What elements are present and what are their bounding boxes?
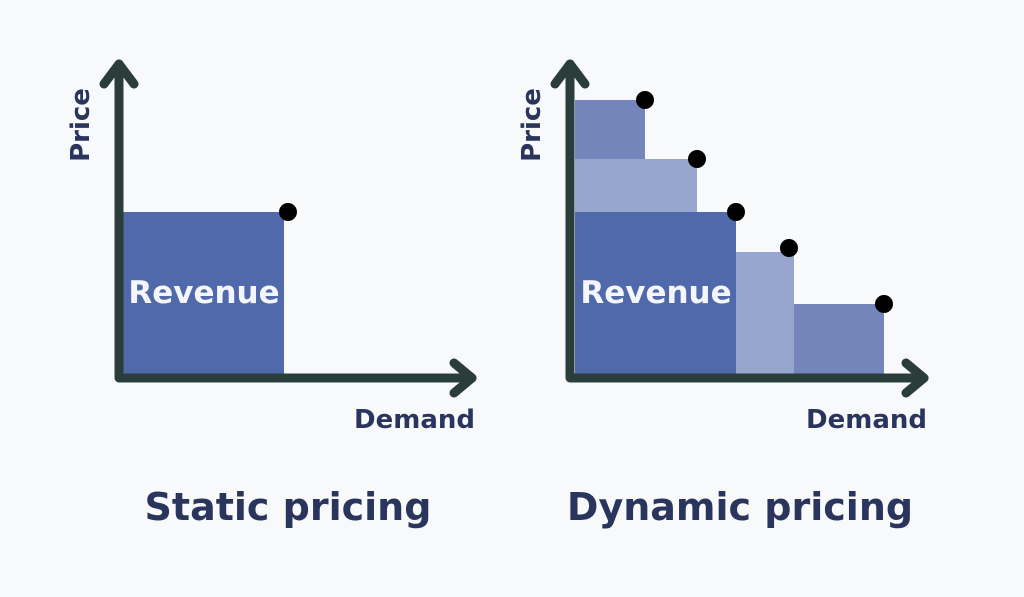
- axes: [550, 59, 929, 398]
- price-point: [279, 203, 297, 221]
- x-axis-label: Demand: [806, 405, 927, 435]
- revenue-area: [575, 212, 736, 374]
- revenue-step-5: [794, 304, 884, 374]
- axes: [99, 59, 477, 398]
- revenue-step-2: [575, 159, 697, 213]
- y-axis-label: Price: [517, 88, 547, 162]
- dynamic-pricing-chart: Revenue Price Demand Dynamic pricing: [517, 59, 929, 529]
- y-axis-label: Price: [66, 88, 96, 162]
- revenue-label: Revenue: [128, 275, 279, 311]
- price-point: [636, 91, 654, 109]
- price-point: [875, 295, 893, 313]
- chart-title: Dynamic pricing: [567, 485, 913, 529]
- chart-title: Static pricing: [145, 485, 432, 529]
- revenue-step-4: [736, 252, 794, 374]
- price-point: [780, 239, 798, 257]
- static-pricing-chart: Revenue Price Demand Static pricing: [66, 59, 477, 529]
- revenue-step-1: [575, 100, 645, 160]
- price-point: [727, 203, 745, 221]
- revenue-area: [123, 212, 284, 374]
- x-axis-label: Demand: [354, 405, 475, 435]
- price-point: [688, 150, 706, 168]
- revenue-label: Revenue: [580, 275, 731, 311]
